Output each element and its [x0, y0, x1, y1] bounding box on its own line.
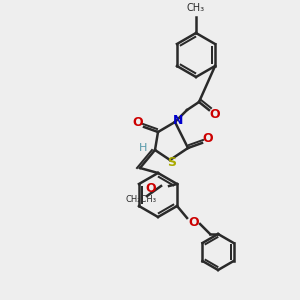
- Text: CH₂CH₃: CH₂CH₃: [126, 196, 157, 205]
- Text: S: S: [167, 157, 176, 169]
- Text: O: O: [203, 131, 213, 145]
- Text: H: H: [139, 143, 147, 153]
- Text: O: O: [133, 116, 143, 128]
- Text: O: O: [146, 182, 156, 194]
- Text: N: N: [173, 113, 183, 127]
- Text: CH₃: CH₃: [187, 3, 205, 13]
- Text: O: O: [210, 107, 220, 121]
- Text: O: O: [189, 215, 200, 229]
